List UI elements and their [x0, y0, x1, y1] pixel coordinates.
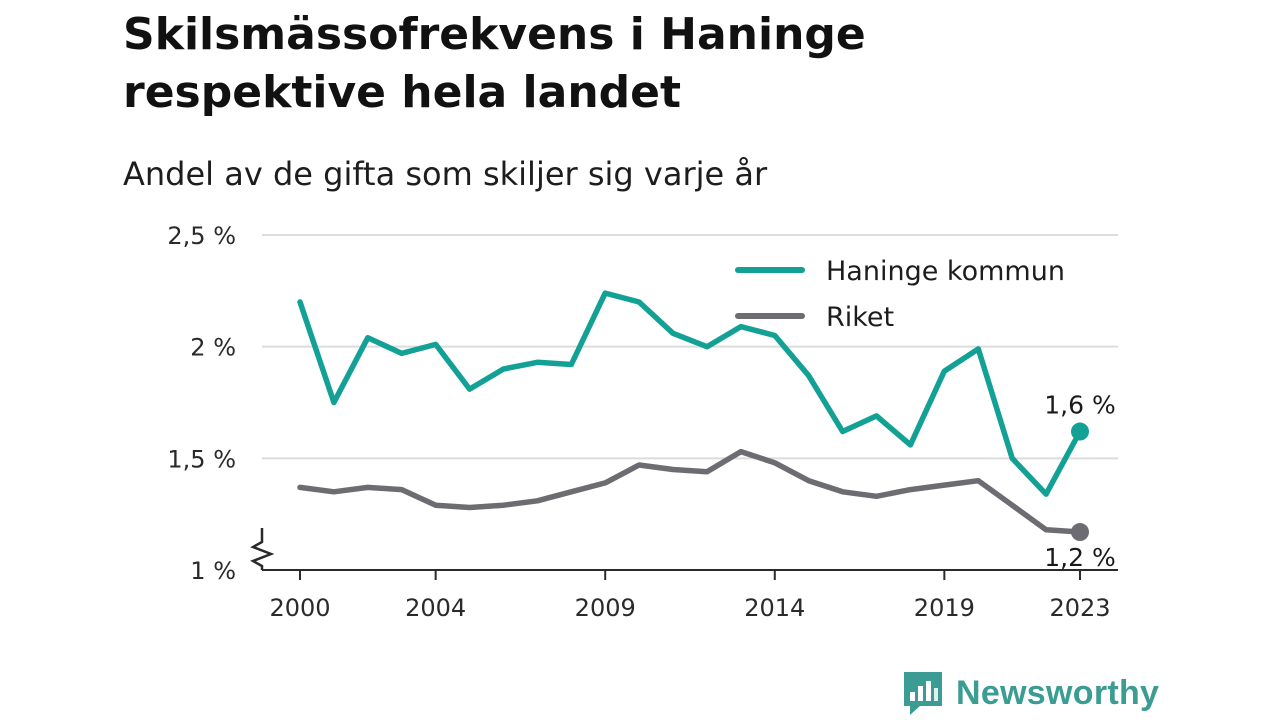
series-end-point [1071, 422, 1089, 441]
x-tick-label: 2000 [269, 594, 330, 622]
x-tick-label: 2009 [575, 594, 636, 622]
legend: Haninge kommun Riket [735, 256, 1065, 333]
bar-chart-speech-bubble-icon [904, 672, 942, 715]
series-line-riket [297, 448, 1083, 535]
chart-title: Skilsmässofrekvens i Haninge respektive … [123, 9, 866, 118]
series-end-point [1071, 523, 1089, 542]
x-tick-label: 2014 [744, 594, 805, 622]
legend-entry: Haninge kommun [826, 256, 1065, 287]
gridlines [262, 234, 1118, 460]
series-end-label: 1,6 % [1044, 391, 1115, 420]
x-tick-label: 2019 [914, 594, 975, 622]
y-tick-label: 1 % [190, 557, 236, 585]
y-axis-break [250, 528, 275, 570]
series-end-label: 1,2 % [1044, 543, 1115, 572]
y-tick-label: 1,5 % [167, 445, 236, 473]
chart-subtitle: Andel av de gifta som skiljer sig varje … [123, 155, 768, 193]
y-tick-label: 2 % [190, 334, 236, 362]
series-group: 1,6 % 1,2 % [297, 290, 1116, 572]
x-axis: 2000 2004 2009 2014 2019 2023 [262, 569, 1118, 622]
x-tick-label: 2004 [405, 594, 466, 622]
series-line-haninge [297, 290, 1083, 497]
newsworthy-brand: Newsworthy [900, 668, 1159, 718]
y-axis: 1 % 1,5 % 2 % 2,5 % [167, 222, 275, 585]
legend-entry: Riket [826, 302, 894, 333]
x-tick-label: 2023 [1049, 594, 1110, 622]
y-tick-label: 2,5 % [167, 222, 236, 250]
brand-name: Newsworthy [956, 673, 1160, 712]
